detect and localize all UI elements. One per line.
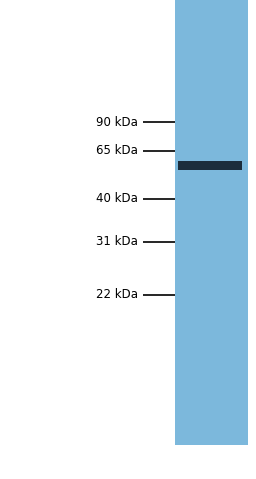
Text: 90 kDa: 90 kDa [96,115,138,129]
Bar [175,0,248,445]
Bar [178,161,242,170]
Text: 22 kDa: 22 kDa [96,288,138,301]
Text: 31 kDa: 31 kDa [96,235,138,249]
Text: 65 kDa: 65 kDa [96,144,138,158]
Text: 40 kDa: 40 kDa [96,192,138,205]
